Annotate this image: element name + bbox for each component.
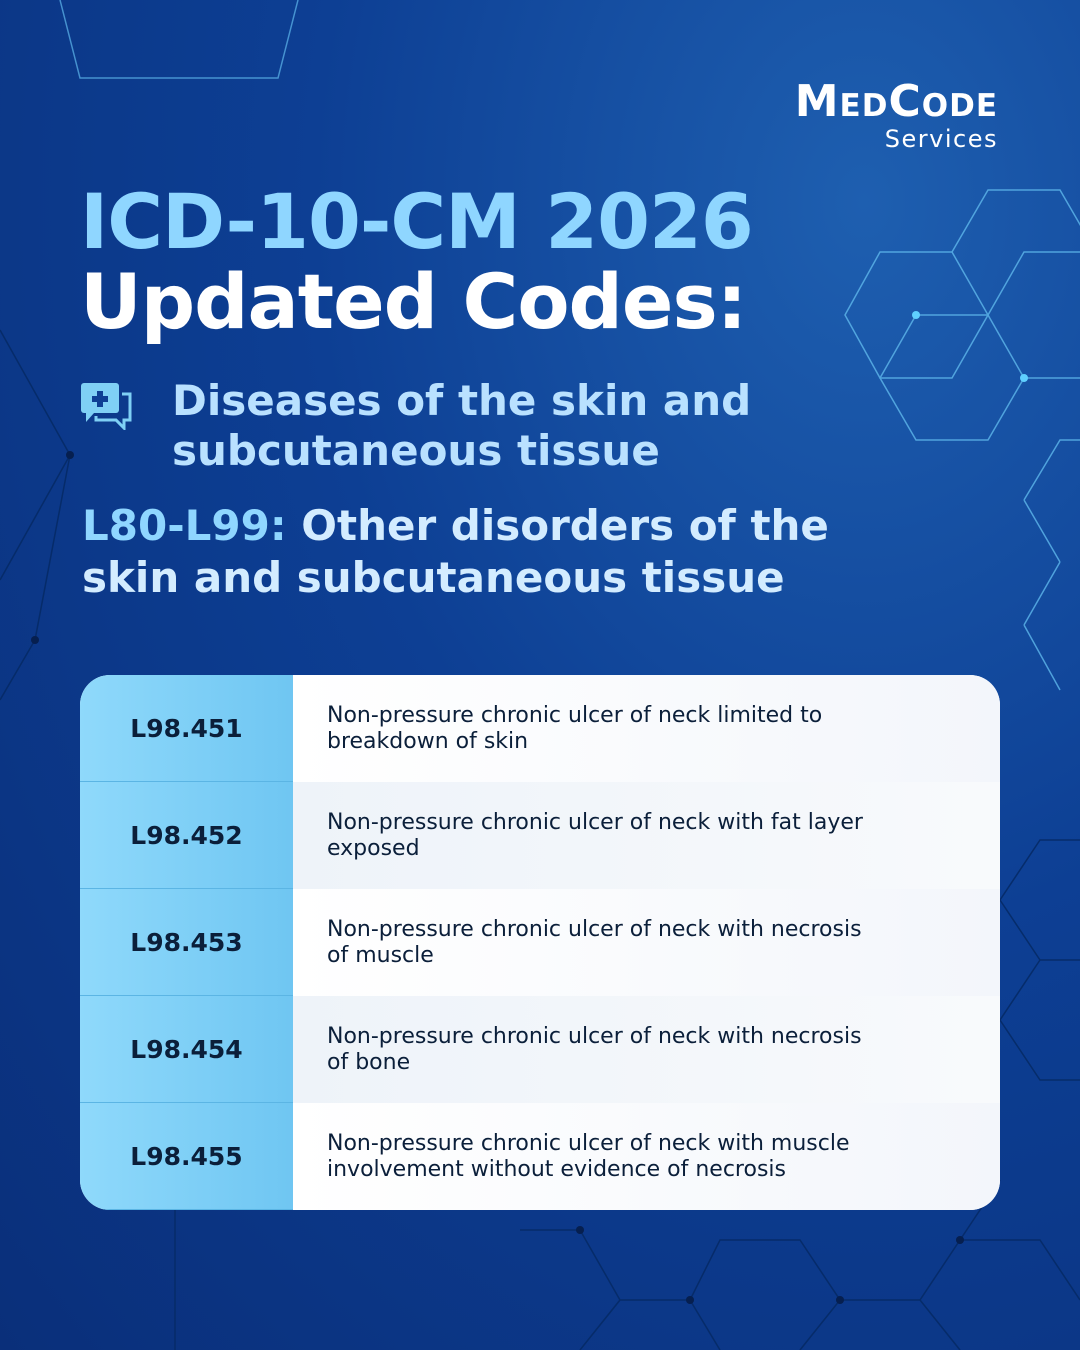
block-heading: L80-L99: Other disorders of the skin and… xyxy=(82,500,902,604)
codes-table: L98.451 Non-pressure chronic ulcer of nec… xyxy=(80,675,1000,1210)
code-cell: L98.452 xyxy=(80,782,293,889)
table-row: L98.451 Non-pressure chronic ulcer of nec… xyxy=(80,675,1000,782)
description-cell: Non-pressure chronic ulcer of neck with … xyxy=(293,889,1000,996)
description-text: Non-pressure chronic ulcer of neck with … xyxy=(327,1130,850,1182)
description-cell: Non-pressure chronic ulcer of neck with … xyxy=(293,1103,1000,1210)
code-cell: L98.454 xyxy=(80,996,293,1103)
description-cell: Non-pressure chronic ulcer of neck with … xyxy=(293,782,1000,889)
table-row: L98.455 Non-pressure chronic ulcer of nec… xyxy=(80,1103,1000,1210)
code-cell: L98.453 xyxy=(80,889,293,996)
logo: MedCode Services xyxy=(794,76,998,153)
description-cell: Non-pressure chronic ulcer of neck limit… xyxy=(293,675,1000,782)
block-range: L80-L99: xyxy=(82,501,287,550)
code-cell: L98.455 xyxy=(80,1103,293,1210)
chat-medical-icon xyxy=(81,383,132,430)
table-row: L98.452 Non-pressure chronic ulcer of nec… xyxy=(80,782,1000,889)
table-row: L98.453 Non-pressure chronic ulcer of nec… xyxy=(80,889,1000,996)
title-line-1: ICD-10-CM 2026 xyxy=(80,177,754,266)
chapter-title: Diseases of the skin and subcutaneous ti… xyxy=(172,376,752,475)
logo-brand: MedCode xyxy=(794,76,998,127)
description-text: Non-pressure chronic ulcer of neck with … xyxy=(327,809,863,861)
description-text: Non-pressure chronic ulcer of neck limit… xyxy=(327,702,823,754)
block-label: Other disorders of the skin and subcutan… xyxy=(82,501,829,602)
description-text: Non-pressure chronic ulcer of neck with … xyxy=(327,916,862,968)
description-cell: Non-pressure chronic ulcer of neck with … xyxy=(293,996,1000,1103)
table-row: L98.454 Non-pressure chronic ulcer of nec… xyxy=(80,996,1000,1103)
description-text: Non-pressure chronic ulcer of neck with … xyxy=(327,1023,862,1075)
logo-tagline: Services xyxy=(884,125,998,153)
title-line-2: Updated Codes: xyxy=(80,257,747,346)
code-cell: L98.451 xyxy=(80,675,293,782)
